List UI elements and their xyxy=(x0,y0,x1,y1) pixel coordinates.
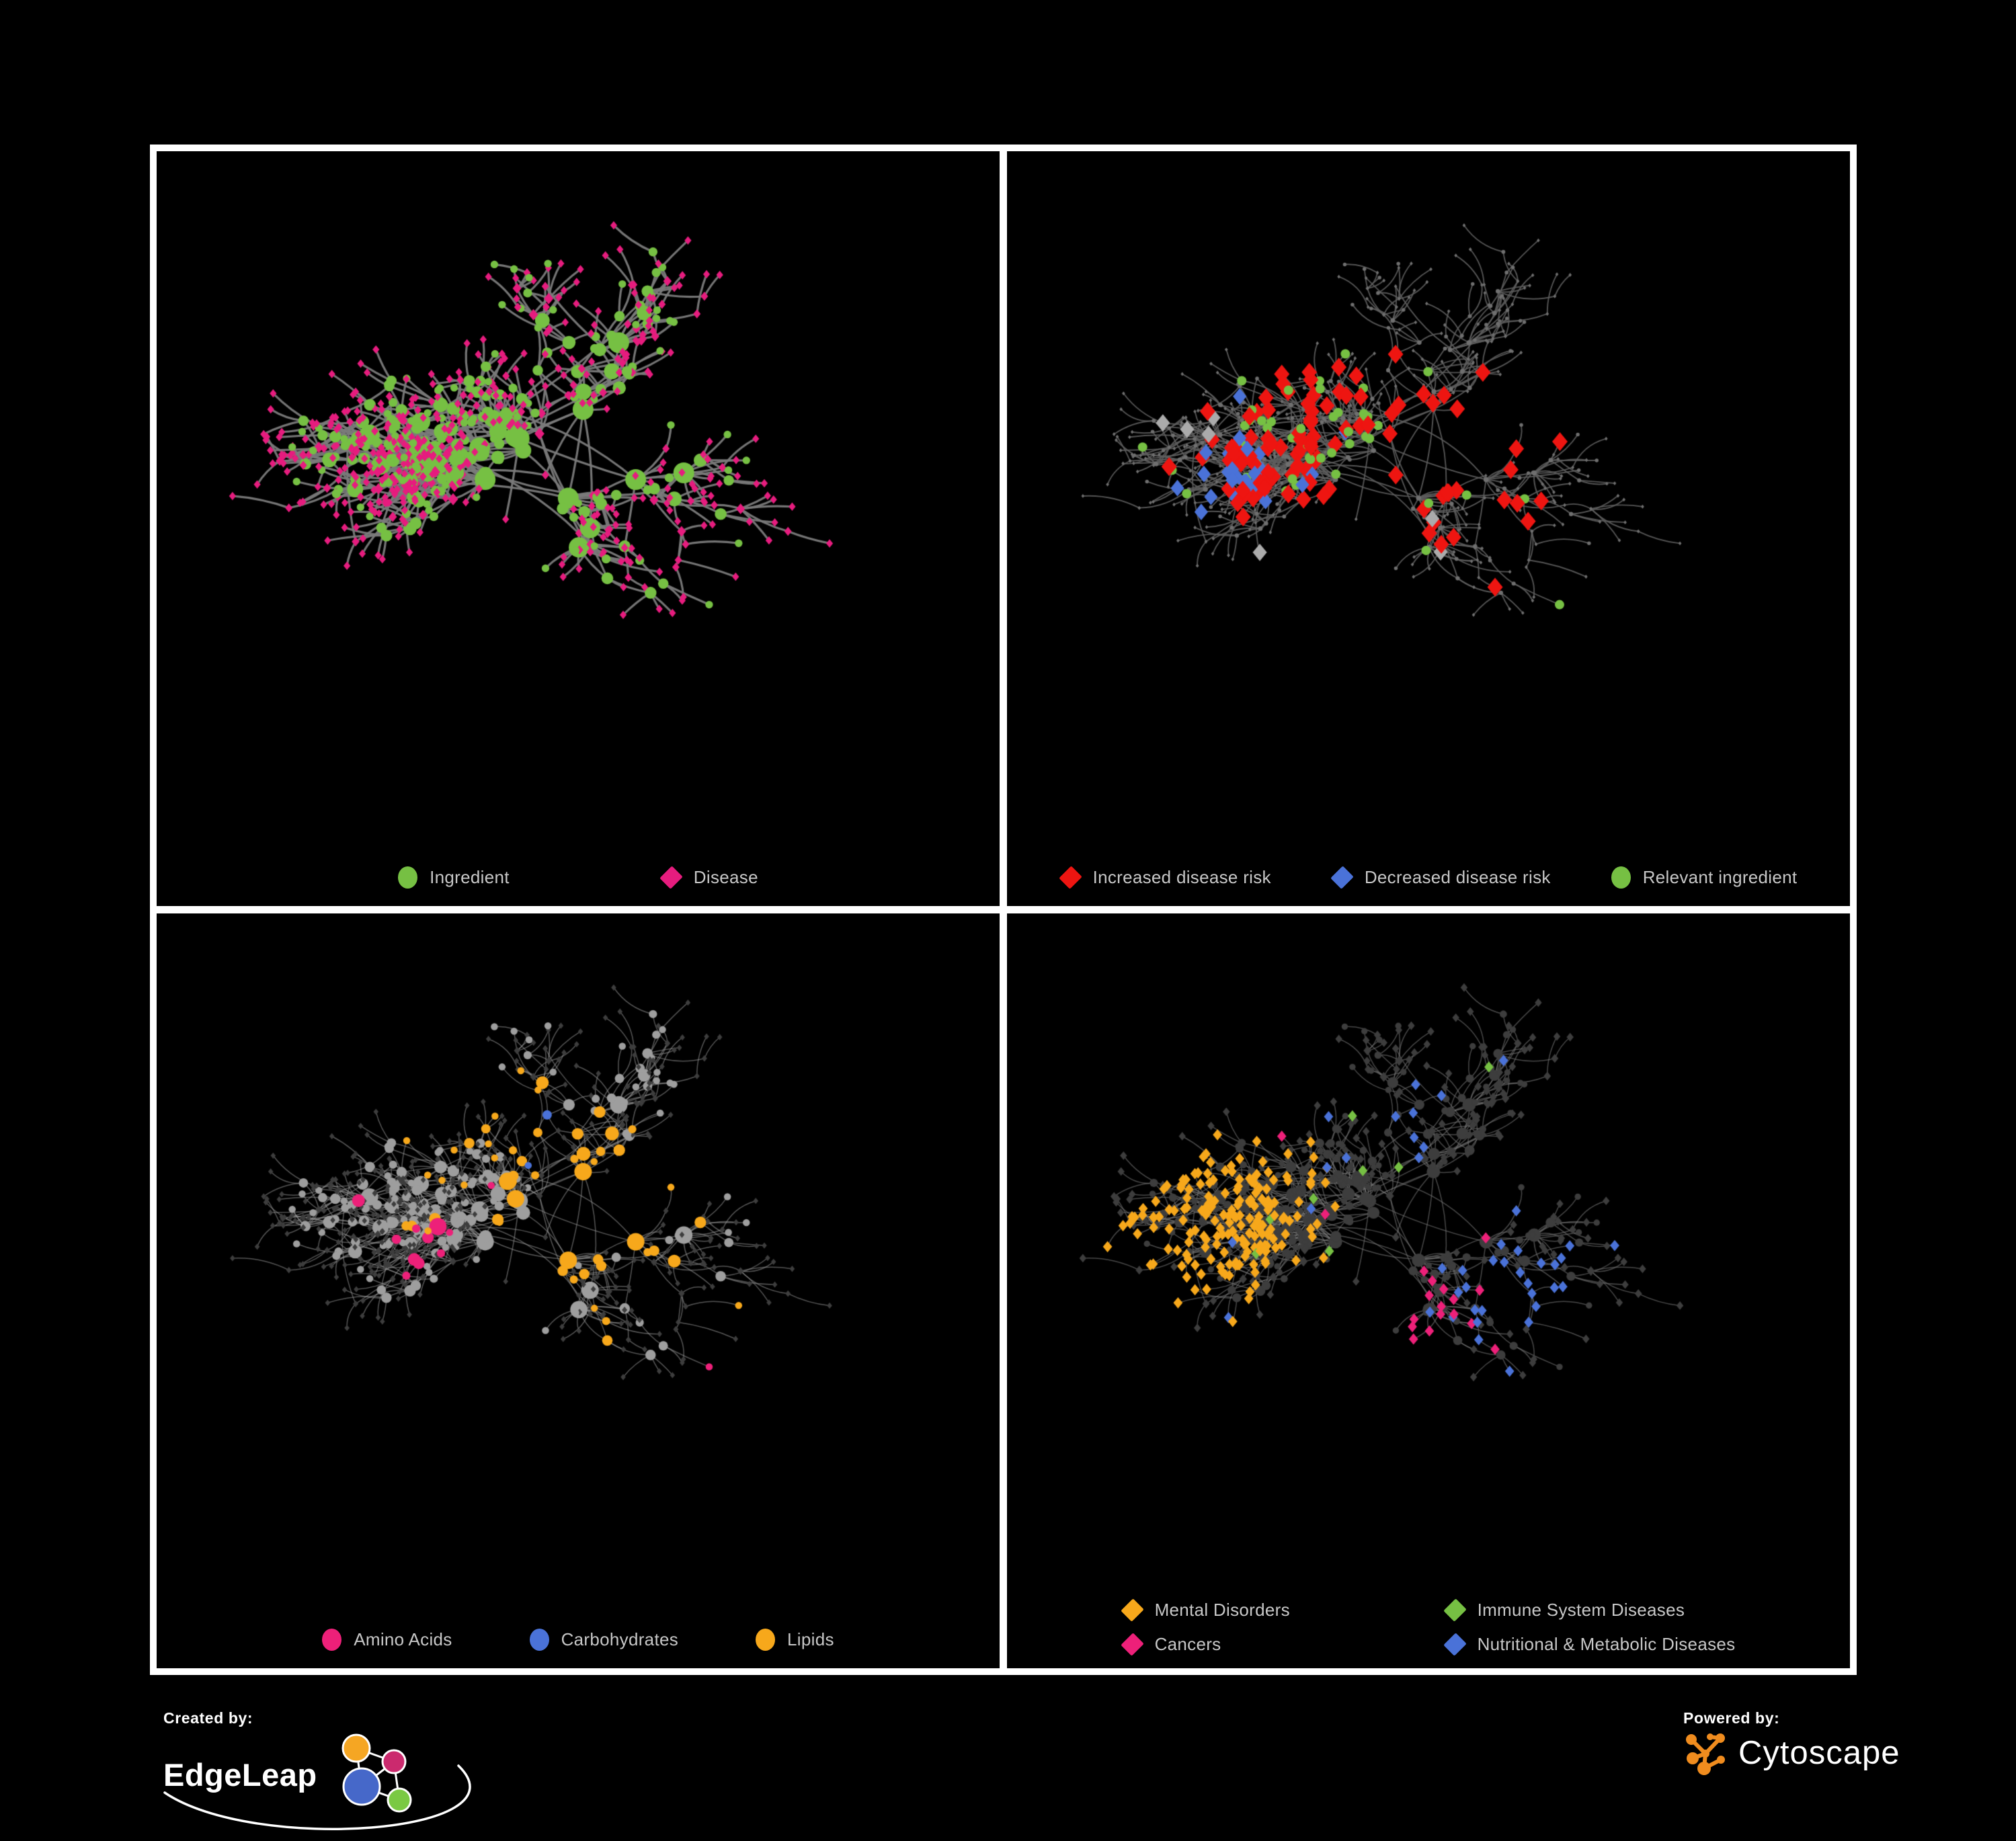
panel-disease-classes: Mental Disorders Immune System Diseases … xyxy=(1007,913,1850,1668)
legend-label-relevant-ingredient: Relevant ingredient xyxy=(1642,867,1798,887)
legend-item-disease: Disease xyxy=(659,866,758,889)
legend-ingredient-disease: Ingredient Disease xyxy=(157,866,1000,889)
lipids-circle-icon xyxy=(756,1629,776,1651)
legend-label-disease: Disease xyxy=(693,867,758,887)
legend-label-amino-acids: Amino Acids xyxy=(354,1629,452,1649)
network-canvas-disease-classes xyxy=(1007,913,1850,1668)
legend-label-carbohydrates: Carbohydrates xyxy=(561,1629,679,1649)
legend-label-immune-system-diseases: Immune System Diseases xyxy=(1477,1600,1685,1620)
legend-label-decreased-risk: Decreased disease risk xyxy=(1364,867,1551,887)
increased-risk-diamond-icon xyxy=(1058,866,1082,889)
legend-item-relevant-ingredient: Relevant ingredient xyxy=(1611,866,1798,889)
cytoscape-logo: Cytoscape xyxy=(1683,1730,1966,1776)
cancers-diamond-icon xyxy=(1120,1633,1144,1656)
legend-item-ingredient: Ingredient xyxy=(398,866,510,889)
legend-item-cancers: Cancers xyxy=(1120,1633,1404,1656)
legend-item-carbohydrates: Carbohydrates xyxy=(529,1629,679,1651)
nutritional-metabolic-diseases-diamond-icon xyxy=(1443,1633,1467,1656)
edgeleap-logo-text: EdgeLeap xyxy=(163,1756,317,1793)
amino-acids-circle-icon xyxy=(322,1629,342,1651)
legend-label-cancers: Cancers xyxy=(1154,1634,1221,1654)
ingredient-circle-icon xyxy=(398,866,418,889)
legend-item-decreased-risk: Decreased disease risk xyxy=(1330,866,1551,889)
immune-system-diseases-diamond-icon xyxy=(1443,1598,1467,1622)
legend-item-increased-risk: Increased disease risk xyxy=(1058,866,1271,889)
legend-disease-classes: Mental Disorders Immune System Diseases … xyxy=(1007,1598,1850,1656)
powered-by-block: Powered by: Cytoscape xyxy=(1683,1709,1966,1810)
network-canvas-disease-risk xyxy=(1007,151,1850,906)
decreased-risk-diamond-icon xyxy=(1330,866,1354,889)
legend-label-lipids: Lipids xyxy=(787,1629,834,1649)
legend-label-mental-disorders: Mental Disorders xyxy=(1154,1600,1290,1620)
legend-nutrient-classes: Amino Acids Carbohydrates Lipids xyxy=(157,1629,1000,1651)
network-canvas-nutrient-classes xyxy=(157,913,1000,1668)
panel-grid: Ingredient Disease Increased disease ris… xyxy=(150,145,1857,1675)
cytoscape-logo-text: Cytoscape xyxy=(1738,1735,1900,1771)
edgeleap-logo-icon xyxy=(341,1733,412,1813)
relevant-ingredient-circle-icon xyxy=(1611,866,1631,889)
carbohydrates-circle-icon xyxy=(529,1629,549,1651)
mental-disorders-diamond-icon xyxy=(1120,1598,1144,1622)
legend-item-amino-acids: Amino Acids xyxy=(322,1629,452,1651)
legend-item-lipids: Lipids xyxy=(756,1629,834,1651)
created-by-block: Created by: EdgeLeap xyxy=(163,1709,553,1830)
panel-nutrient-classes: Amino Acids Carbohydrates Lipids xyxy=(157,913,1000,1668)
legend-label-ingredient: Ingredient xyxy=(430,867,510,887)
created-by-label: Created by: xyxy=(163,1709,253,1727)
cytoscape-logo-icon xyxy=(1686,1733,1725,1775)
disease-diamond-icon xyxy=(659,866,683,889)
panel-disease-risk: Increased disease risk Decreased disease… xyxy=(1007,151,1850,906)
legend-item-mental-disorders: Mental Disorders xyxy=(1120,1598,1404,1622)
edgeleap-logo: EdgeLeap xyxy=(163,1730,553,1819)
legend-label-nutritional-metabolic-diseases: Nutritional & Metabolic Diseases xyxy=(1477,1634,1736,1654)
legend-label-increased-risk: Increased disease risk xyxy=(1092,867,1271,887)
legend-item-nutritional-metabolic-diseases: Nutritional & Metabolic Diseases xyxy=(1443,1633,1736,1656)
legend-item-immune-system-diseases: Immune System Diseases xyxy=(1443,1598,1736,1622)
network-canvas-ingredient-disease xyxy=(157,151,1000,906)
panel-ingredient-disease: Ingredient Disease xyxy=(157,151,1000,906)
legend-disease-risk: Increased disease risk Decreased disease… xyxy=(1007,866,1850,889)
powered-by-label: Powered by: xyxy=(1683,1709,1780,1727)
